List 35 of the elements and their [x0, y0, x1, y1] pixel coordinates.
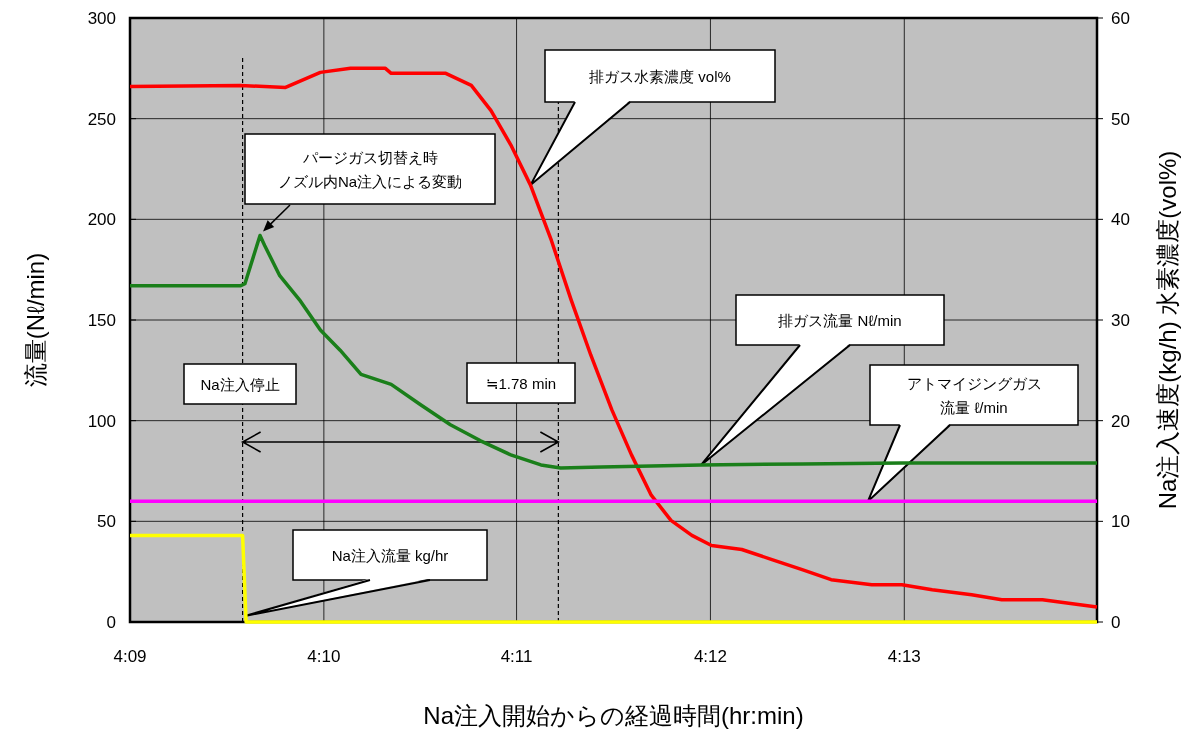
y-axis-title: 流量(Nℓ/min): [22, 252, 49, 388]
y2-axis-title: Na注入速度(kg/h) 水素濃度(vol%): [1154, 150, 1181, 510]
x-tick-label: 4:11: [500, 647, 533, 666]
y-tick-label: 200: [87, 210, 116, 230]
note-box: ≒1.78 min: [466, 362, 576, 404]
y-tick-label: 100: [87, 411, 116, 431]
arrow-callout: Na注入流量 kg/hr: [243, 529, 488, 617]
arrow-callout: パージガス切替え時ノズル内Na注入による変動: [244, 133, 496, 232]
y-tick-label: 300: [87, 9, 116, 28]
y2-tick-label: 50: [1111, 109, 1130, 129]
annotation: アトマイジングガス流量 ℓ/min: [906, 375, 1042, 416]
x-tick-label: 4:12: [693, 647, 727, 666]
x-tick-label: 4:09: [113, 647, 147, 666]
y2-tick-label: 10: [1111, 512, 1130, 532]
arrow-callout: アトマイジングガス流量 ℓ/min: [867, 364, 1079, 503]
annotation: パージガス切替え時ノズル内Na注入による変動: [277, 149, 463, 190]
note-box: Na注入停止: [183, 363, 297, 405]
x-tick-label: 4:10: [307, 647, 341, 666]
annotation: Na注入流量 kg/hr: [331, 547, 449, 564]
y2-tick-label: 0: [1111, 613, 1121, 632]
annotation: 排ガス流量 Nℓ/min: [778, 312, 902, 329]
y-tick-label: 150: [87, 311, 116, 330]
arrow-callout: 排ガス水素濃度 vol%: [529, 49, 776, 187]
annotation: Na注入停止: [200, 376, 280, 393]
x-axis-title: Na注入開始からの経過時間(hr:min): [423, 702, 804, 729]
y-tick-label: 250: [87, 109, 116, 129]
x-tick-label: 4:13: [887, 647, 921, 666]
annotation: 排ガス水素濃度 vol%: [589, 68, 731, 85]
y2-tick-label: 30: [1111, 311, 1130, 330]
y-tick-label: 50: [97, 512, 116, 532]
y-tick-label: 0: [106, 613, 116, 632]
annotation: ≒1.78 min: [485, 375, 557, 392]
y2-tick-label: 60: [1111, 9, 1130, 28]
y2-tick-label: 20: [1111, 411, 1130, 431]
y2-tick-label: 40: [1111, 210, 1130, 230]
